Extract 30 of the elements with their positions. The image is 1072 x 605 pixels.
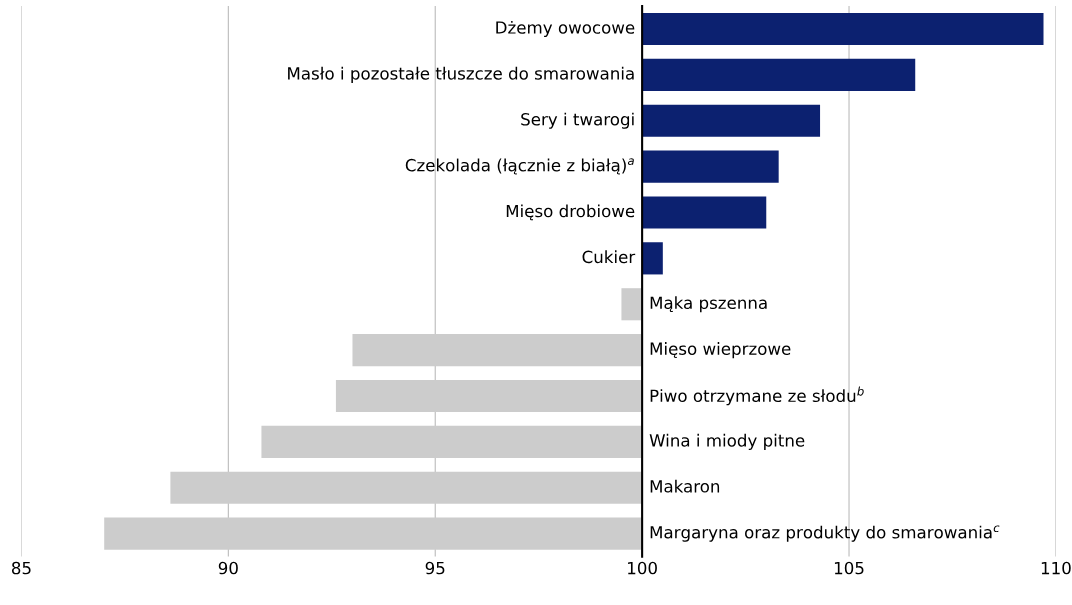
bar (621, 288, 643, 321)
bar (335, 379, 643, 413)
x-tick-label: 105 (834, 561, 864, 575)
bar (642, 242, 663, 275)
bar (352, 334, 643, 367)
y-tick-label: Cukier (582, 250, 636, 264)
y-tick-label: Masło i pozostałe tłuszcze do smarowania (288, 66, 634, 83)
bar (261, 425, 643, 458)
x-tick-label: 90 (218, 561, 238, 575)
x-tick-label: 85 (11, 561, 31, 575)
y-tick-label: Czekolada (łącznie z białą)$^{a}$ (405, 158, 634, 175)
bar (104, 517, 643, 550)
x-tick-label: 100 (628, 561, 657, 575)
y-tick-label: Mięso wieprzowe (650, 342, 791, 359)
y-tick-label: Wina i miody pitne (649, 433, 805, 450)
bar (642, 12, 1044, 46)
bar (642, 196, 767, 229)
y-tick-label: Sery i twarogi (521, 112, 634, 129)
bar (642, 58, 916, 91)
y-tick-label: Makaron (650, 479, 720, 493)
bar (170, 471, 643, 504)
x-tick-label: 95 (425, 561, 445, 575)
y-tick-label: Dżemy owocowe (496, 20, 635, 38)
y-tick-label: Mięso drobiowe (506, 204, 635, 221)
y-tick-label: Margaryna oraz produkty do smarowania$^{c}$ (650, 525, 1000, 542)
x-tick-label: 110 (1041, 561, 1071, 575)
y-tick-label: Mąka pszenna (650, 296, 767, 313)
y-tick-label: Piwo otrzymane ze słodu$^{b}$ (650, 386, 864, 406)
bar (642, 104, 821, 137)
bar (642, 150, 779, 183)
